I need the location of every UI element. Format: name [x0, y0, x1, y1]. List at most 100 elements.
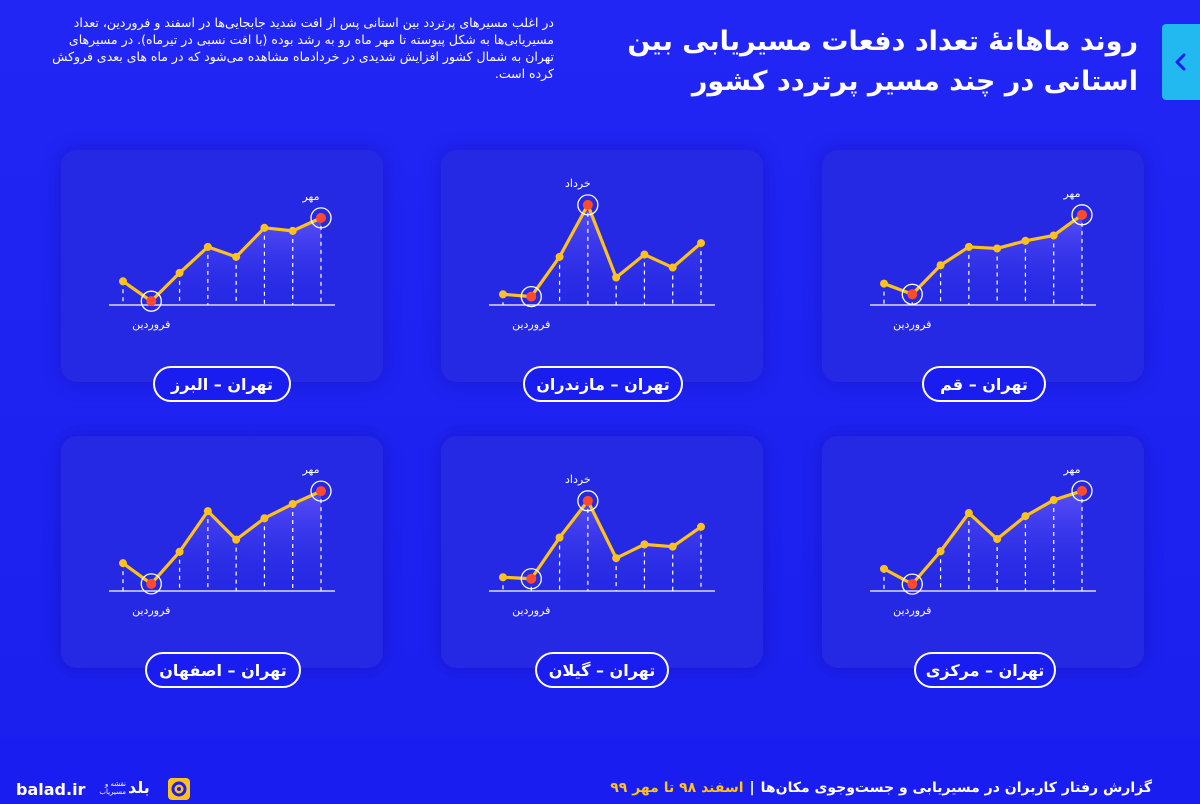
data-point-شهریور — [288, 226, 297, 235]
peak-point-label: مهر — [301, 463, 319, 476]
intro-paragraph: در اغلب مسیرهای پرتردد بین استانی پس از … — [52, 15, 554, 81]
area-fill — [503, 500, 701, 591]
chevron-left-icon — [1175, 53, 1186, 71]
report-separator: | — [749, 780, 755, 796]
data-point-فروردین — [907, 289, 918, 300]
report-caption: گزارش رفتار کاربران در مسیریابی و جست‌وج… — [592, 780, 1152, 796]
peak-point-label: خرداد — [565, 177, 591, 190]
data-point-اسفند — [119, 277, 127, 286]
peak-point-label: مهر — [1062, 463, 1080, 476]
series-line — [501, 203, 703, 299]
data-point-خرداد — [203, 242, 212, 251]
data-point-فروردین — [907, 579, 918, 590]
highlight-ring-مهر — [310, 480, 332, 502]
data-point-اسفند — [880, 564, 888, 573]
line-chart-tehran-mazandaran: فروردین خرداد — [489, 177, 715, 331]
data-point-شهریور — [1049, 496, 1058, 505]
footer-bar: گزارش رفتار کاربران در مسیریابی و جست‌وج… — [0, 738, 1200, 800]
data-point-مرداد — [640, 540, 649, 549]
highlight-ring-فروردین — [901, 573, 923, 595]
route-label-tehran-mazandaran: تهران – مازندران — [523, 366, 683, 402]
data-point-فروردین — [526, 291, 537, 302]
data-point-اسفند — [119, 559, 127, 568]
highlight-ring-فروردین — [140, 290, 162, 312]
low-point-label: فروردین — [893, 318, 931, 331]
page-title: روند ماهانۀ تعداد دفعات مسیریابی بین است… — [627, 26, 1138, 97]
line-chart-tehran-markazi: فروردین مهر — [870, 463, 1096, 617]
chart-card-tehran-markazi: فروردین مهر تهران – مرکزی — [822, 436, 1144, 688]
data-point-فروردین — [526, 573, 537, 584]
data-point-شهریور — [1049, 231, 1058, 240]
collapse-panel-button[interactable] — [1162, 24, 1200, 100]
highlight-ring-مهر — [1071, 480, 1093, 502]
route-label-tehran-markazi: تهران – مرکزی — [914, 652, 1056, 688]
data-point-مهر — [316, 212, 326, 223]
area-fill — [503, 204, 701, 305]
series-line — [882, 213, 1084, 296]
highlight-ring-فروردین — [901, 283, 923, 305]
data-point-مرداد — [260, 514, 269, 523]
highlight-ring-خرداد — [577, 194, 599, 216]
line-chart-tehran-gilan: فروردین خرداد — [489, 473, 715, 617]
series-line — [121, 216, 323, 303]
data-point-فروردین — [146, 296, 157, 307]
route-label-tehran-alborz: تهران – البرز — [153, 366, 291, 402]
series-line — [121, 489, 323, 586]
data-point-تیر — [232, 535, 241, 544]
data-point-تیر — [993, 244, 1002, 253]
data-point-اردیبهشت — [936, 261, 945, 270]
highlight-ring-فروردین — [140, 573, 162, 595]
highlight-ring-فروردین — [520, 568, 542, 590]
website-domain[interactable]: balad.ir — [16, 780, 86, 799]
data-point-تیر — [993, 535, 1002, 544]
chart-card-tehran-isfahan: فروردین مهر تهران – اصفهان — [61, 436, 383, 688]
chart-card-tehran-mazandaran: فروردین خرداد تهران – مازندران — [441, 150, 763, 402]
data-point-مهر — [1077, 209, 1087, 220]
line-chart-tehran-qom: فروردین مهر — [870, 187, 1096, 331]
report-period: اسفند ۹۸ تا مهر ۹۹ — [610, 780, 744, 796]
low-point-label: فروردین — [512, 318, 550, 331]
data-point-خرداد — [582, 199, 593, 210]
data-point-مرداد — [640, 250, 649, 259]
area-fill — [884, 214, 1082, 305]
data-point-شهریور — [668, 263, 677, 272]
chart-card-tehran-alborz: فروردین مهر تهران – البرز — [61, 150, 383, 402]
line-chart-tehran-isfahan: فروردین مهر — [109, 463, 335, 617]
data-point-اردیبهشت — [175, 268, 184, 277]
chart-card-tehran-gilan: فروردین خرداد تهران – گیلان — [441, 436, 763, 688]
brand-tagline: نقشه و مسیریاب — [99, 780, 126, 796]
data-point-مهر — [1077, 485, 1087, 496]
data-point-مرداد — [260, 223, 269, 232]
data-point-تیر — [612, 273, 621, 282]
line-chart-tehran-alborz: فروردین مهر — [109, 190, 335, 331]
data-point-اردیبهشت — [555, 533, 564, 542]
area-fill — [884, 490, 1082, 591]
brand-name: بلد — [128, 778, 150, 797]
data-point-تیر — [612, 554, 621, 563]
data-point-شهریور — [668, 542, 677, 551]
highlight-ring-خرداد — [577, 490, 599, 512]
data-point-مرداد — [1021, 236, 1030, 245]
chart-card-tehran-qom: فروردین مهر تهران – قم — [822, 150, 1144, 402]
low-point-label: فروردین — [893, 604, 931, 617]
data-point-اردیبهشت — [936, 547, 945, 556]
data-point-تیر — [232, 252, 241, 261]
highlight-ring-مهر — [1071, 204, 1093, 226]
route-label-tehran-isfahan: تهران – اصفهان — [145, 652, 301, 688]
route-label-tehran-gilan: تهران – گیلان — [535, 652, 669, 688]
data-point-خرداد — [203, 507, 212, 516]
low-point-label: فروردین — [132, 604, 170, 617]
data-point-فروردین — [146, 578, 157, 589]
data-point-اسفند — [499, 573, 507, 582]
data-point-مهر — [697, 239, 705, 248]
data-point-اردیبهشت — [175, 547, 184, 556]
low-point-label: فروردین — [132, 318, 170, 331]
data-point-اسفند — [499, 290, 507, 299]
series-line — [501, 499, 703, 581]
data-point-خرداد — [582, 495, 593, 506]
data-point-خرداد — [964, 242, 973, 251]
data-point-مهر — [316, 486, 326, 497]
data-point-اردیبهشت — [555, 252, 564, 261]
highlight-ring-مهر — [310, 207, 332, 229]
series-line — [882, 489, 1084, 586]
